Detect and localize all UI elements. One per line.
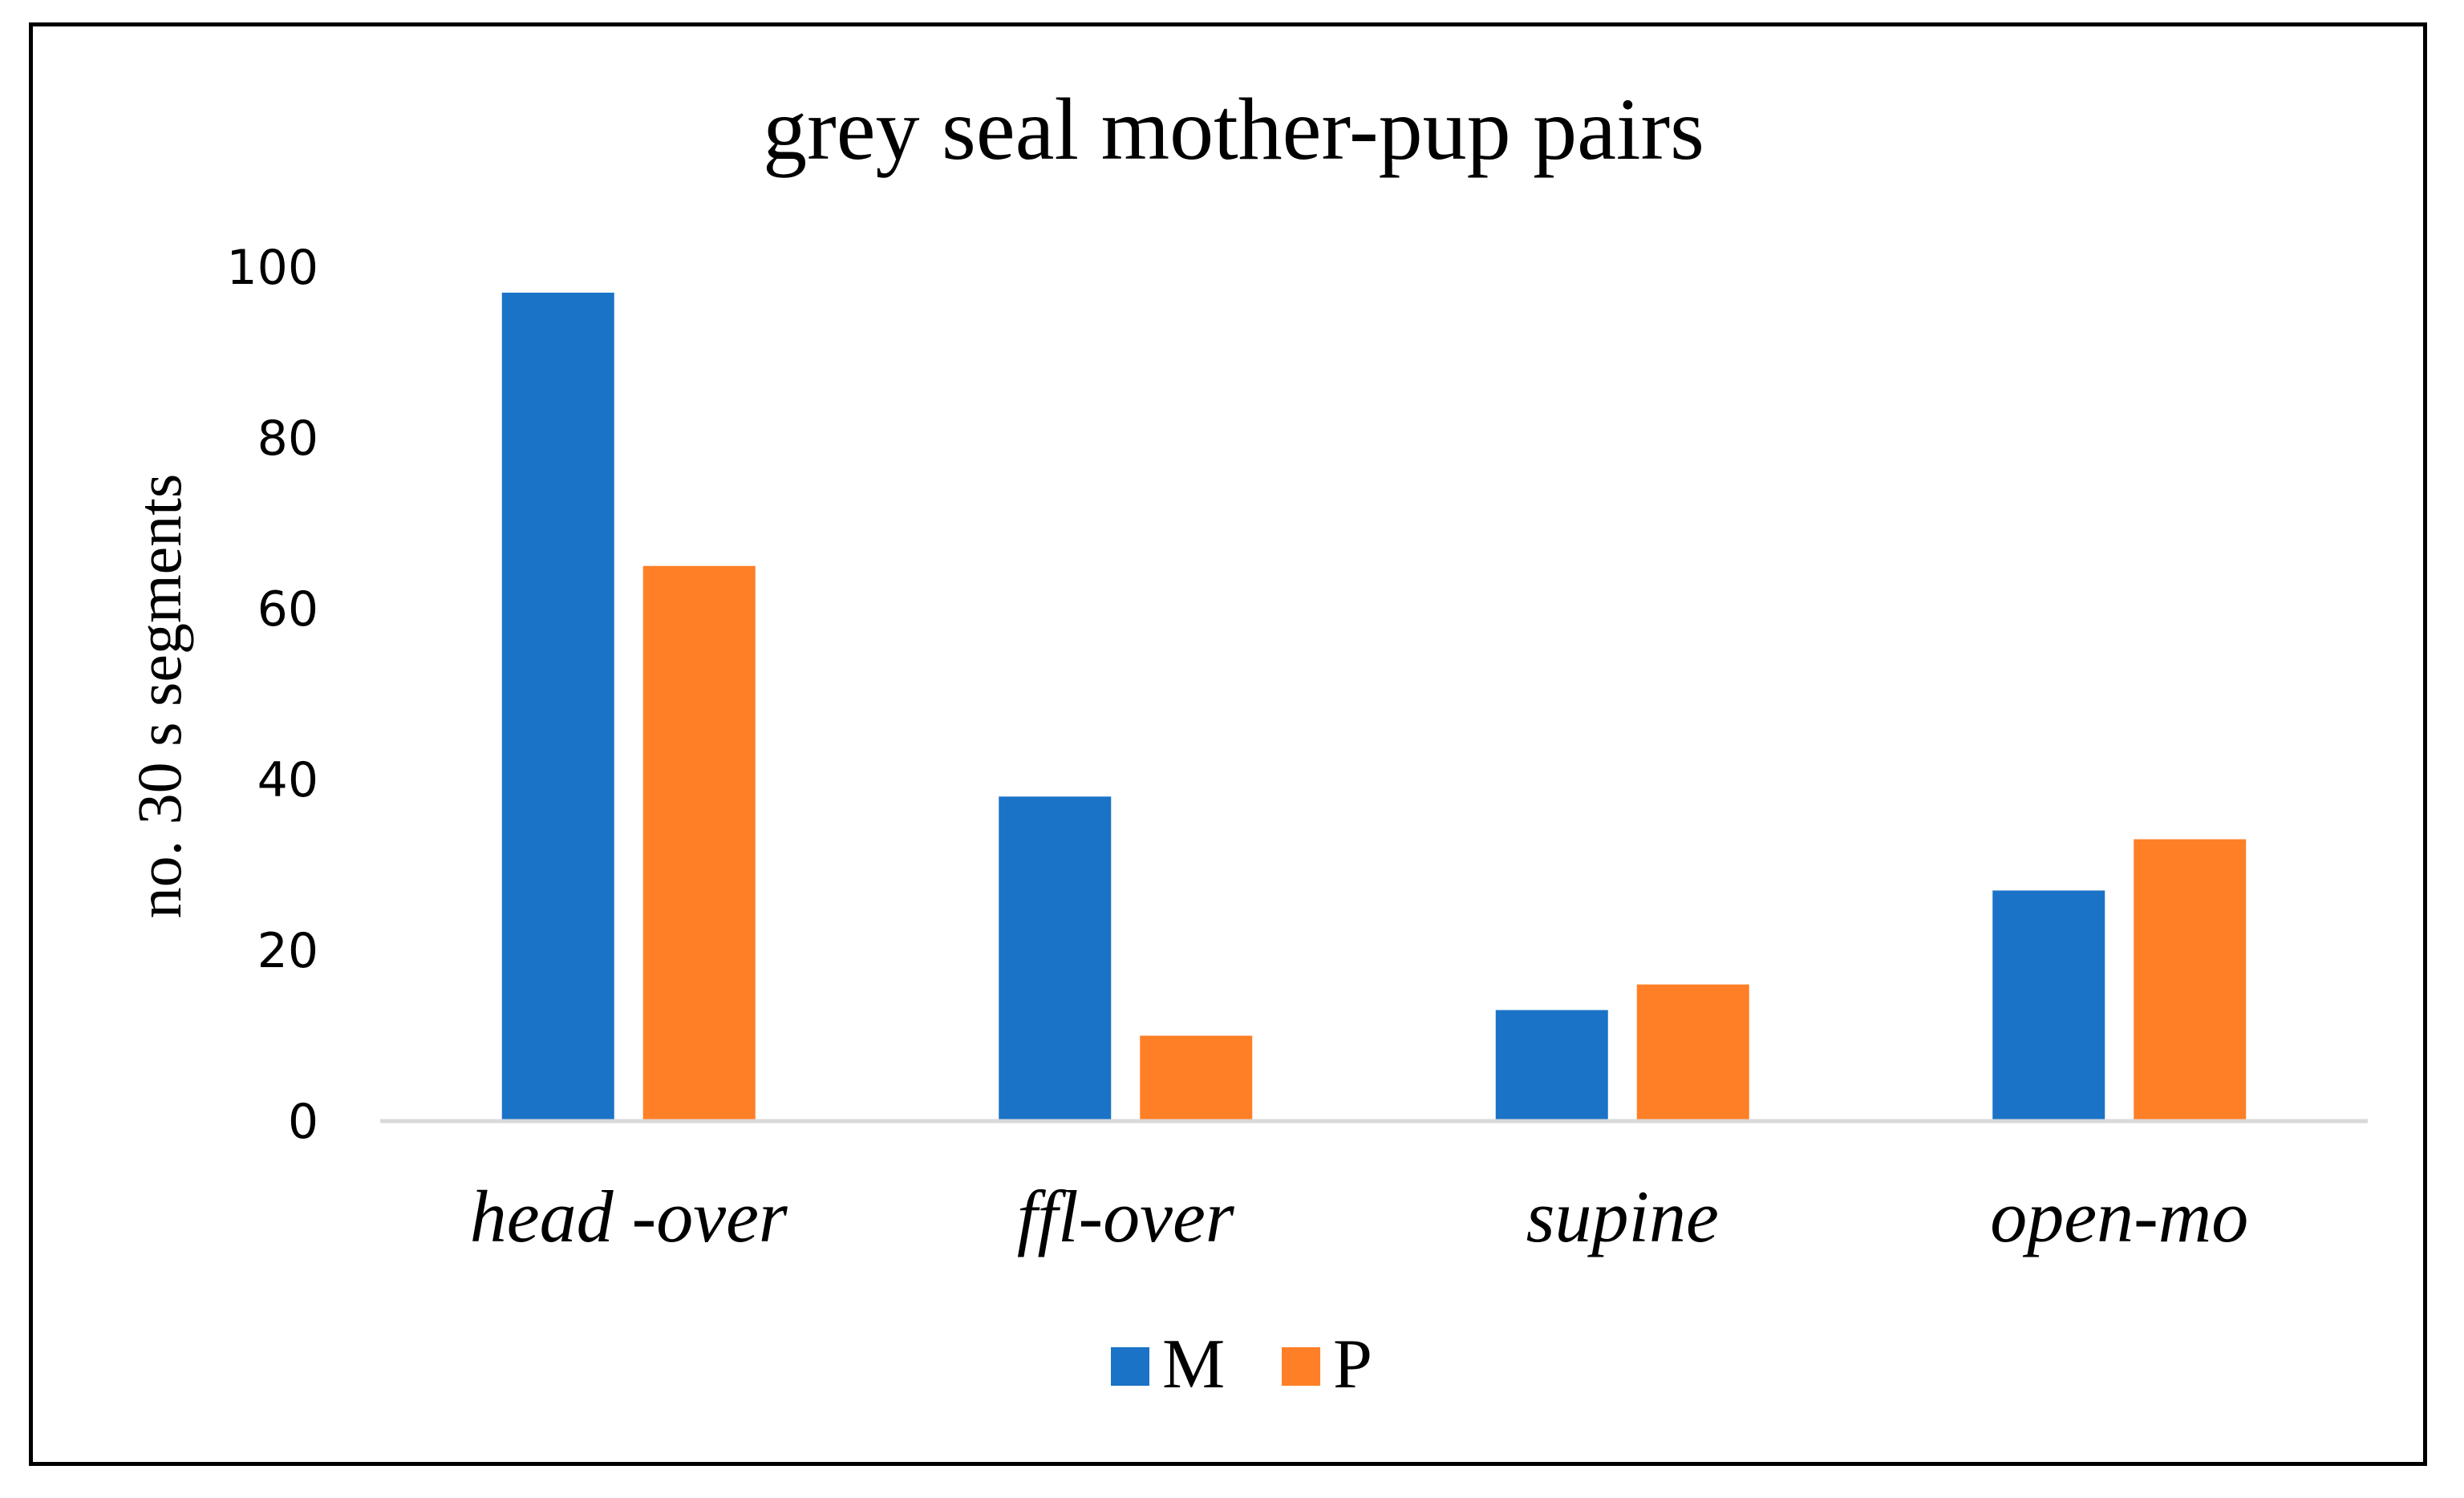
- x-tick-label: supine: [1526, 1176, 1719, 1257]
- x-tick-label: open-mo: [1990, 1176, 2248, 1257]
- x-tick-label: ffl-over: [1017, 1176, 1235, 1257]
- chart-frame: [29, 22, 2427, 1466]
- bar-m-1: [501, 292, 614, 1122]
- chart-title: grey seal mother-pup pairs: [763, 80, 1704, 178]
- bar-m-3: [1495, 1010, 1608, 1121]
- y-axis-ticks: 0 20 40 60 80 100: [226, 240, 318, 1150]
- bar-m-4: [1992, 890, 2105, 1121]
- bar-p-2: [1140, 1035, 1253, 1121]
- x-axis-ticks: head -over ffl-over supine open-mo: [470, 1176, 2248, 1257]
- y-tick-label: 60: [257, 581, 318, 638]
- bar-p-1: [642, 565, 756, 1121]
- bar-m-2: [999, 796, 1112, 1121]
- y-axis-label: no. 30 s segments: [124, 474, 194, 919]
- y-tick-label: 80: [257, 411, 318, 467]
- y-tick-label: 100: [226, 240, 318, 296]
- legend-label-m: M: [1162, 1326, 1225, 1403]
- legend-label-p: P: [1333, 1326, 1372, 1403]
- y-tick-label: 20: [257, 923, 318, 979]
- x-tick-label: head -over: [470, 1176, 788, 1257]
- y-tick-label: 0: [288, 1094, 318, 1150]
- legend-swatch-p: [1282, 1347, 1320, 1386]
- bars: [501, 292, 2247, 1122]
- y-tick-label: 40: [257, 752, 318, 808]
- legend-swatch-m: [1111, 1347, 1149, 1386]
- bar-p-3: [1636, 984, 1749, 1121]
- bar-p-4: [2134, 839, 2247, 1121]
